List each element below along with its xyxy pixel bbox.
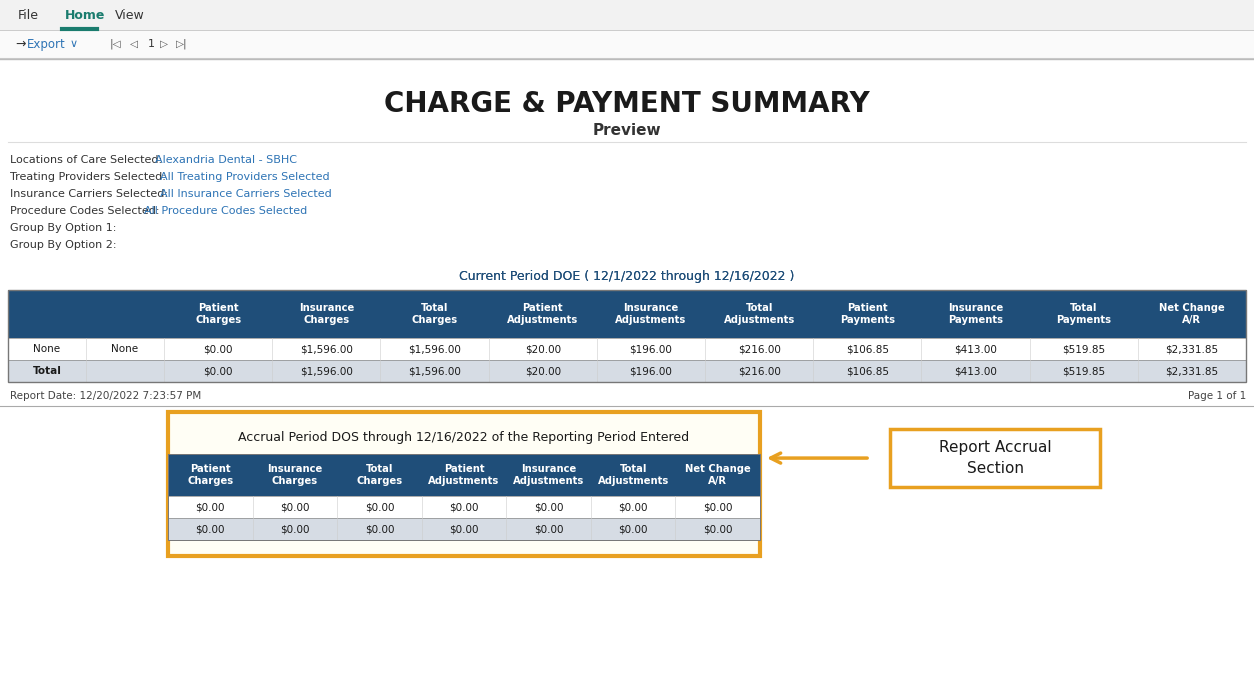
Text: Report Accrual
Section: Report Accrual Section <box>939 440 1051 476</box>
Text: Total
Payments: Total Payments <box>1056 303 1111 325</box>
Bar <box>8 290 1246 382</box>
Text: $196.00: $196.00 <box>630 344 672 354</box>
Text: Group By Option 2:: Group By Option 2: <box>10 240 117 250</box>
Text: ▷: ▷ <box>161 39 168 49</box>
Text: $413.00: $413.00 <box>954 366 997 376</box>
Text: Patient
Adjustments: Patient Adjustments <box>429 464 499 486</box>
Text: $196.00: $196.00 <box>630 366 672 376</box>
Text: →: → <box>15 37 25 50</box>
Bar <box>8 290 1246 338</box>
Text: $0.00: $0.00 <box>280 502 310 512</box>
Text: $216.00: $216.00 <box>737 344 780 354</box>
Text: Patient
Payments: Patient Payments <box>840 303 895 325</box>
Text: All Insurance Carriers Selected: All Insurance Carriers Selected <box>161 189 332 199</box>
Bar <box>168 518 760 540</box>
Text: $1,596.00: $1,596.00 <box>408 344 461 354</box>
Text: Net Change
A/R: Net Change A/R <box>1159 303 1225 325</box>
Text: $0.00: $0.00 <box>534 524 563 534</box>
Text: None: None <box>34 344 60 354</box>
Text: Current Period DOE ( 12/1/2022 through 12/16/2022 ): Current Period DOE ( 12/1/2022 through 1… <box>459 269 795 283</box>
Text: Alexandria Dental - SBHC: Alexandria Dental - SBHC <box>155 155 297 165</box>
Text: Insurance
Charges: Insurance Charges <box>298 303 354 325</box>
Text: Insurance
Charges: Insurance Charges <box>267 464 322 486</box>
Text: $0.00: $0.00 <box>203 366 233 376</box>
Bar <box>168 454 760 496</box>
Text: $413.00: $413.00 <box>954 344 997 354</box>
Text: Group By Option 1:: Group By Option 1: <box>10 223 117 233</box>
Text: $20.00: $20.00 <box>524 344 561 354</box>
Text: Current Period DOE ( 12/1/2022 through 12/16/2022 ): Current Period DOE ( 12/1/2022 through 1… <box>459 269 795 283</box>
Bar <box>8 338 1246 360</box>
Text: |◁: |◁ <box>110 39 122 49</box>
Text: All Treating Providers Selected: All Treating Providers Selected <box>161 172 330 182</box>
Text: $0.00: $0.00 <box>618 524 648 534</box>
Text: $216.00: $216.00 <box>737 366 780 376</box>
Text: Total
Adjustments: Total Adjustments <box>597 464 668 486</box>
Text: $519.85: $519.85 <box>1062 344 1105 354</box>
Text: $0.00: $0.00 <box>703 524 732 534</box>
Bar <box>890 429 1100 487</box>
Text: Total: Total <box>33 366 61 376</box>
Text: $519.85: $519.85 <box>1062 366 1105 376</box>
Text: Total
Adjustments: Total Adjustments <box>724 303 795 325</box>
Text: $1,596.00: $1,596.00 <box>408 366 461 376</box>
Text: $106.85: $106.85 <box>845 366 889 376</box>
Text: $0.00: $0.00 <box>365 502 394 512</box>
Text: ◁: ◁ <box>130 39 138 49</box>
Text: 1: 1 <box>148 39 155 49</box>
Bar <box>0 0 1254 30</box>
Text: All Procedure Codes Selected: All Procedure Codes Selected <box>144 206 307 216</box>
Text: $0.00: $0.00 <box>280 524 310 534</box>
Bar <box>168 454 760 540</box>
Bar <box>8 360 1246 382</box>
Text: Locations of Care Selected:: Locations of Care Selected: <box>10 155 162 165</box>
Text: $0.00: $0.00 <box>449 524 479 534</box>
Text: Net Change
A/R: Net Change A/R <box>685 464 751 486</box>
Text: Page 1 of 1: Page 1 of 1 <box>1188 391 1246 401</box>
Text: $0.00: $0.00 <box>365 524 394 534</box>
Text: Export: Export <box>28 37 65 50</box>
Text: Home: Home <box>65 8 105 21</box>
Text: $0.00: $0.00 <box>534 502 563 512</box>
Text: $0.00: $0.00 <box>203 344 233 354</box>
Text: Patient
Charges: Patient Charges <box>196 303 241 325</box>
Text: Insurance
Adjustments: Insurance Adjustments <box>513 464 584 486</box>
Text: $1,596.00: $1,596.00 <box>300 366 352 376</box>
Text: $20.00: $20.00 <box>524 366 561 376</box>
Bar <box>0 30 1254 58</box>
Text: $0.00: $0.00 <box>449 502 479 512</box>
Text: View: View <box>115 8 144 21</box>
Text: Procedure Codes Selected:: Procedure Codes Selected: <box>10 206 159 216</box>
Text: ▷|: ▷| <box>176 39 188 49</box>
Text: Insurance Carriers Selected:: Insurance Carriers Selected: <box>10 189 168 199</box>
Text: CHARGE & PAYMENT SUMMARY: CHARGE & PAYMENT SUMMARY <box>384 90 870 118</box>
Text: $106.85: $106.85 <box>845 344 889 354</box>
Text: File: File <box>18 8 39 21</box>
Text: None: None <box>112 344 138 354</box>
Text: Total
Charges: Total Charges <box>411 303 458 325</box>
Text: Patient
Adjustments: Patient Adjustments <box>507 303 578 325</box>
Text: Treating Providers Selected:: Treating Providers Selected: <box>10 172 166 182</box>
Bar <box>168 412 760 556</box>
Text: $2,331.85: $2,331.85 <box>1165 366 1219 376</box>
Text: Insurance
Payments: Insurance Payments <box>948 303 1003 325</box>
Text: $1,596.00: $1,596.00 <box>300 344 352 354</box>
Text: $0.00: $0.00 <box>703 502 732 512</box>
Text: $0.00: $0.00 <box>618 502 648 512</box>
Text: Preview: Preview <box>593 122 661 138</box>
Text: $0.00: $0.00 <box>196 524 224 534</box>
Text: Accrual Period DOS through 12/16/2022 of the Reporting Period Entered: Accrual Period DOS through 12/16/2022 of… <box>238 431 690 444</box>
Text: Insurance
Adjustments: Insurance Adjustments <box>616 303 686 325</box>
Text: Report Date: 12/20/2022 7:23:57 PM: Report Date: 12/20/2022 7:23:57 PM <box>10 391 201 401</box>
Text: ∨: ∨ <box>70 39 78 49</box>
Text: Total
Charges: Total Charges <box>356 464 403 486</box>
Text: Patient
Charges: Patient Charges <box>187 464 233 486</box>
Text: $0.00: $0.00 <box>196 502 224 512</box>
Bar <box>168 496 760 518</box>
Text: $2,331.85: $2,331.85 <box>1165 344 1219 354</box>
